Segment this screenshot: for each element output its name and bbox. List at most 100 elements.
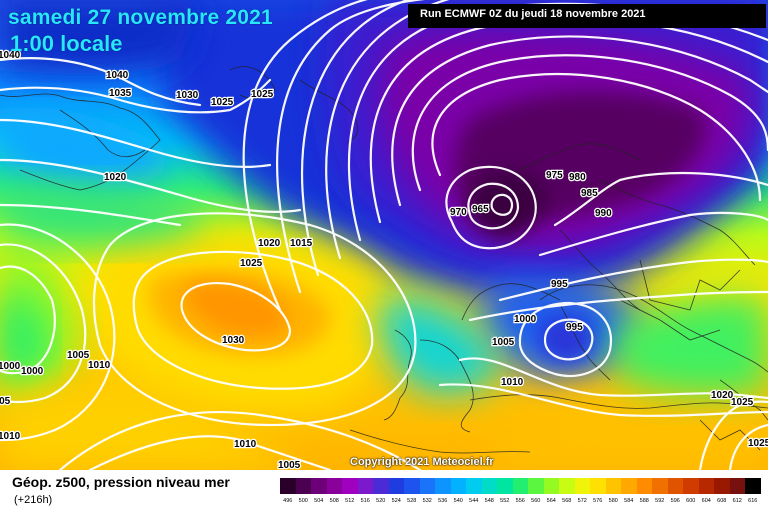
weather-map: 1040 1040 1035 1030 1025 1025 1020 1020 …: [0, 0, 768, 470]
isobars: [0, 0, 768, 470]
color-scale-swatch: [605, 478, 621, 494]
color-scale-label: 544: [469, 498, 479, 504]
color-scale-label: 612: [732, 498, 742, 504]
color-scale-label: 564: [546, 498, 556, 504]
color-scale-swatch: [311, 478, 327, 494]
isobar-label: 975: [546, 170, 563, 181]
color-scale-label: 592: [655, 498, 665, 504]
isobar-labels: 1040 1040 1035 1030 1025 1025 1020 1020 …: [0, 49, 768, 470]
isobar-label: 1005: [67, 350, 90, 361]
color-scale-swatch: [404, 478, 420, 494]
isobar-label: 1030: [176, 90, 199, 101]
color-scale-label: 596: [670, 498, 680, 504]
isobar-label: 1005: [278, 460, 301, 470]
isobar-label: 1020: [258, 238, 281, 249]
legend-subtitle: (+216h): [14, 494, 53, 506]
color-scale-swatch: [466, 478, 482, 494]
color-scale-swatch: [512, 478, 528, 494]
isobar-label: 1000: [21, 366, 44, 377]
isobar-label: 1010: [234, 439, 257, 450]
isobar-label: 995: [566, 322, 583, 333]
color-scale-label: 616: [748, 498, 758, 504]
color-scale-swatch: [683, 478, 699, 494]
color-scale-swatch: [652, 478, 668, 494]
color-scale-label: 604: [701, 498, 711, 504]
isobar-label: 1020: [711, 390, 734, 401]
color-scale-swatch: [342, 478, 358, 494]
color-scale-swatch: [667, 478, 683, 494]
color-scale-label: 584: [624, 498, 634, 504]
color-scale-swatch: [590, 478, 606, 494]
forecast-local-time: 1:00 locale: [10, 31, 123, 56]
color-scale-swatch: [373, 478, 389, 494]
isobar-label: 1015: [290, 238, 313, 249]
color-scale-label: 528: [407, 498, 417, 504]
color-scale-label: 536: [438, 498, 448, 504]
color-scale-label: 532: [422, 498, 432, 504]
isobar-label: 1025: [211, 97, 234, 108]
color-scale-label: 500: [298, 498, 308, 504]
color-scale-swatch: [388, 478, 404, 494]
isobar-label: 1020: [104, 172, 127, 183]
isobar-label: 1010: [501, 377, 524, 388]
isobar-label: 1030: [222, 335, 245, 346]
isobar-label: 995: [551, 279, 568, 290]
color-scale-label: 600: [686, 498, 696, 504]
color-scale-swatch: [435, 478, 451, 494]
color-scale-label: 552: [500, 498, 510, 504]
isobar-label: 980: [569, 172, 586, 183]
color-scale-label: 560: [531, 498, 541, 504]
color-scale-label: 588: [639, 498, 649, 504]
color-scale-swatch: [280, 478, 296, 494]
isobar-label: 1040: [0, 50, 21, 61]
isobar-label: 965: [472, 204, 489, 215]
isobar-label: 1010: [0, 431, 21, 442]
isobar-label: 990: [595, 208, 612, 219]
forecast-date: samedi 27 novembre 2021: [8, 6, 273, 29]
color-scale-label: 516: [360, 498, 370, 504]
isobar-label: 1035: [109, 88, 132, 99]
color-scale-label: 556: [515, 498, 525, 504]
color-scale-swatch: [481, 478, 497, 494]
isobar-label: 1000: [0, 361, 21, 372]
copyright-text: Copyright 2021 Meteociel.fr: [350, 456, 494, 468]
run-info-box: [408, 4, 766, 28]
color-scale-label: 520: [376, 498, 386, 504]
color-scale-label: 572: [577, 498, 587, 504]
color-scale-label: 512: [345, 498, 355, 504]
color-scale-label: 496: [283, 498, 293, 504]
color-scale-label: 576: [593, 498, 603, 504]
isobar-label: 1025: [748, 438, 768, 449]
color-scale-swatch: [636, 478, 652, 494]
color-scale-label: 608: [717, 498, 727, 504]
color-scale-swatch: [326, 478, 342, 494]
color-scale-label: 580: [608, 498, 618, 504]
color-scale-swatch: [621, 478, 637, 494]
color-scale-swatch: [714, 478, 730, 494]
color-scale-swatch: [574, 478, 590, 494]
isobar-label: 1005: [492, 337, 515, 348]
isobar-label: 1025: [251, 89, 274, 100]
color-scale-swatch: [745, 478, 761, 494]
isobar-label: 1010: [88, 360, 111, 371]
color-scale-swatch: [419, 478, 435, 494]
color-scale-swatch: [450, 478, 466, 494]
isobar-label: 1025: [240, 258, 263, 269]
run-info-text: Run ECMWF 0Z du jeudi 18 novembre 2021: [420, 8, 646, 20]
color-scale-swatch: [543, 478, 559, 494]
color-scale-swatch: [497, 478, 513, 494]
color-scale-label: 568: [562, 498, 572, 504]
isobar-label: 1005: [0, 396, 11, 407]
isobar-label: 1025: [731, 397, 754, 408]
color-scale-label: 504: [314, 498, 324, 504]
color-scale-swatch: [559, 478, 575, 494]
color-scale-swatch: [295, 478, 311, 494]
color-scale-label: 524: [391, 498, 401, 504]
color-scale-swatch: [357, 478, 373, 494]
color-scale-swatch: [729, 478, 745, 494]
color-scale-swatch: [698, 478, 714, 494]
coastlines: [0, 66, 768, 454]
color-scale-swatch: [528, 478, 544, 494]
color-scale-label: 548: [484, 498, 494, 504]
